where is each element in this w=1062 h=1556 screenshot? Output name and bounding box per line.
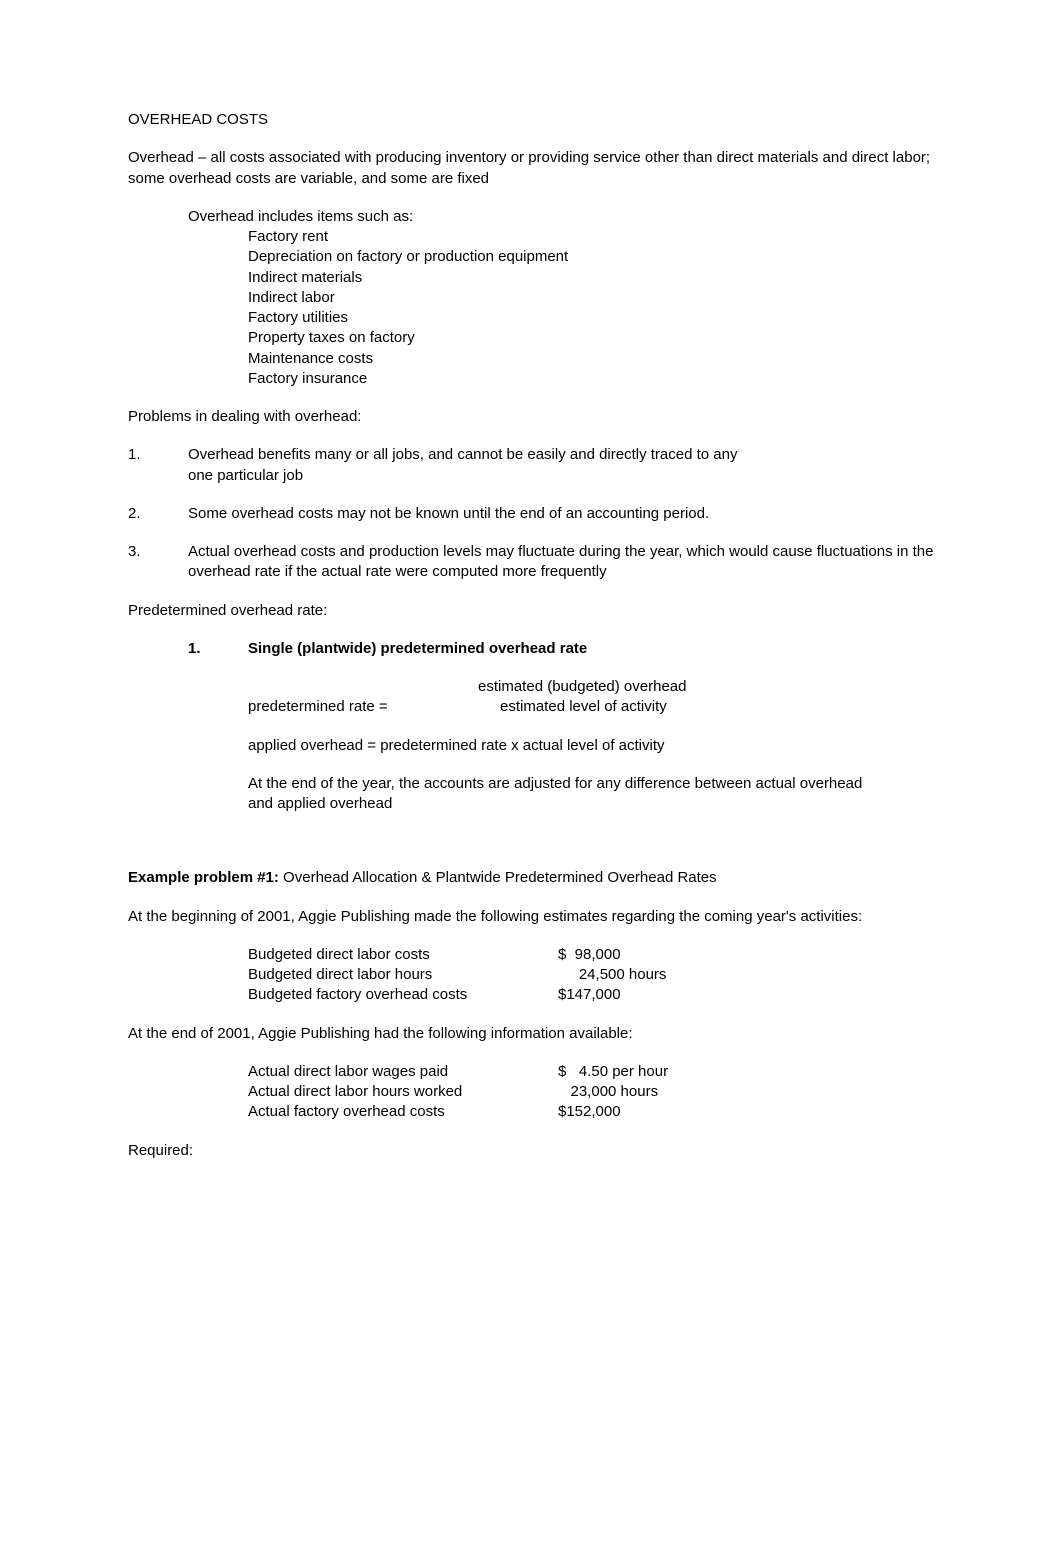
problem-item: 1. Overhead benefits many or all jobs, a… <box>128 445 934 486</box>
budgeted-table: Budgeted direct labor costs $ 98,000 Bud… <box>128 945 934 1006</box>
row-label: Actual direct labor hours worked <box>248 1082 558 1102</box>
formula-label: predetermined rate = <box>248 697 478 717</box>
predetermined-heading: Predetermined overhead rate: <box>128 601 934 621</box>
problem-item: 2. Some overhead costs may not be known … <box>128 504 934 524</box>
applied-overhead-formula: applied overhead = predetermined rate x … <box>128 736 934 756</box>
include-item: Maintenance costs <box>248 349 934 369</box>
include-item: Property taxes on factory <box>248 328 934 348</box>
problems-heading: Problems in dealing with overhead: <box>128 407 934 427</box>
row-label: Budgeted factory overhead costs <box>248 985 558 1005</box>
table-row: Actual factory overhead costs $152,000 <box>248 1102 934 1122</box>
year-end-note: At the end of the year, the accounts are… <box>128 774 934 815</box>
problem-number: 1. <box>128 445 188 486</box>
row-label: Actual factory overhead costs <box>248 1102 558 1122</box>
rate-formula: estimated (budgeted) overhead predetermi… <box>128 677 934 718</box>
actual-intro: At the end of 2001, Aggie Publishing had… <box>128 1024 934 1044</box>
include-item: Indirect materials <box>248 268 934 288</box>
row-value: $ 4.50 per hour <box>558 1062 934 1082</box>
row-label: Budgeted direct labor hours <box>248 965 558 985</box>
table-row: Actual direct labor hours worked 23,000 … <box>248 1082 934 1102</box>
row-value: 24,500 hours <box>558 965 934 985</box>
table-row: Actual direct labor wages paid $ 4.50 pe… <box>248 1062 934 1082</box>
table-row: Budgeted factory overhead costs $147,000 <box>248 985 934 1005</box>
row-value: $147,000 <box>558 985 934 1005</box>
problem-number: 2. <box>128 504 188 524</box>
problem-text: Overhead benefits many or all jobs, and … <box>188 445 934 486</box>
overhead-definition: Overhead – all costs associated with pro… <box>128 148 934 189</box>
include-item: Factory insurance <box>248 369 934 389</box>
document-page: OVERHEAD COSTS Overhead – all costs asso… <box>0 0 1062 1556</box>
problem-item: 3. Actual overhead costs and production … <box>128 542 934 583</box>
row-label: Budgeted direct labor costs <box>248 945 558 965</box>
rate-number: 1. <box>188 639 248 659</box>
rate-section: 1. Single (plantwide) predetermined over… <box>128 639 934 659</box>
row-label: Actual direct labor wages paid <box>248 1062 558 1082</box>
actual-table: Actual direct labor wages paid $ 4.50 pe… <box>128 1062 934 1123</box>
include-item: Indirect labor <box>248 288 934 308</box>
example-heading-bold: Example problem #1: <box>128 869 279 886</box>
include-item: Depreciation on factory or production eq… <box>248 247 934 267</box>
table-row: Budgeted direct labor hours 24,500 hours <box>248 965 934 985</box>
row-value: 23,000 hours <box>558 1082 934 1102</box>
formula-numerator: estimated (budgeted) overhead <box>478 677 934 697</box>
problem-number: 3. <box>128 542 188 583</box>
problem-text: Actual overhead costs and production lev… <box>188 542 934 583</box>
problem-text: Some overhead costs may not be known unt… <box>188 504 934 524</box>
row-value: $152,000 <box>558 1102 934 1122</box>
includes-intro: Overhead includes items such as: <box>128 207 934 227</box>
formula-blank <box>248 677 478 697</box>
row-value: $ 98,000 <box>558 945 934 965</box>
includes-list: Factory rent Depreciation on factory or … <box>128 227 934 389</box>
include-item: Factory utilities <box>248 308 934 328</box>
required-heading: Required: <box>128 1141 934 1161</box>
rate-title: Single (plantwide) predetermined overhea… <box>248 639 934 659</box>
example-heading: Example problem #1: Overhead Allocation … <box>128 868 934 888</box>
example-intro: At the beginning of 2001, Aggie Publishi… <box>128 907 934 927</box>
table-row: Budgeted direct labor costs $ 98,000 <box>248 945 934 965</box>
page-title: OVERHEAD COSTS <box>128 110 934 130</box>
include-item: Factory rent <box>248 227 934 247</box>
formula-denominator: estimated level of activity <box>478 697 934 717</box>
example-heading-rest: Overhead Allocation & Plantwide Predeter… <box>279 869 717 886</box>
